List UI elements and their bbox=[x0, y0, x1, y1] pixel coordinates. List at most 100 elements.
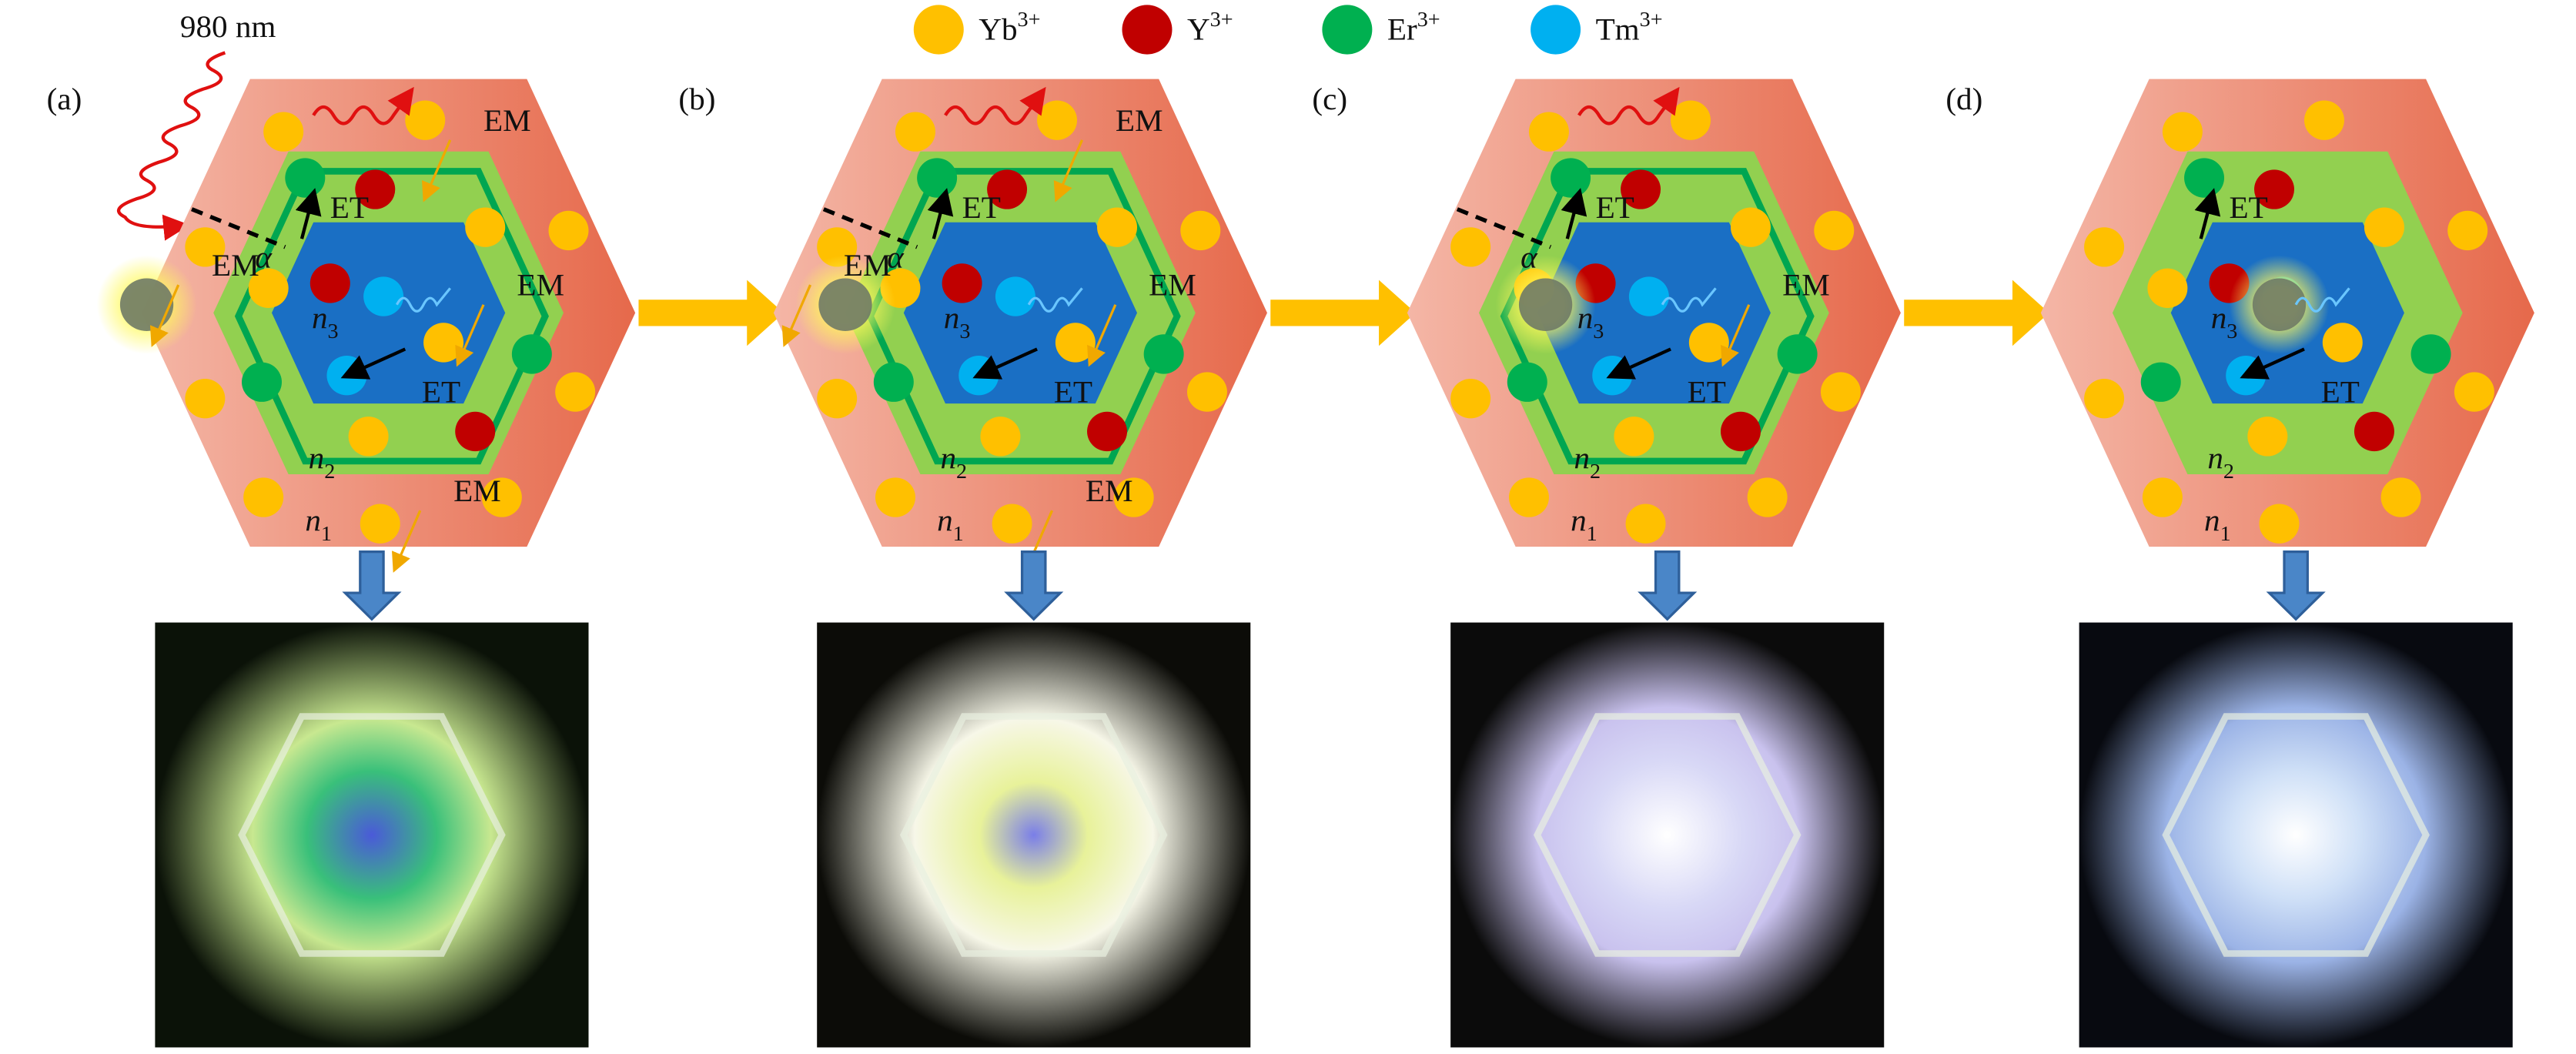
yb-ion bbox=[2084, 227, 2125, 267]
et-arrow bbox=[2194, 188, 2221, 239]
yb-ion bbox=[1625, 504, 1666, 544]
layer-label-base: n bbox=[1574, 440, 1590, 475]
er-ion bbox=[285, 158, 326, 198]
legend-label: Er3+ bbox=[1387, 8, 1440, 47]
core-wave bbox=[2294, 287, 2350, 313]
panel-label: (b) bbox=[678, 82, 715, 116]
layer-label: n2 bbox=[2207, 440, 2234, 483]
yb-ion bbox=[1186, 372, 1227, 412]
incidence-line bbox=[1456, 207, 1552, 249]
legend-label: Yb3+ bbox=[979, 8, 1040, 47]
em-label: EM bbox=[483, 103, 531, 138]
yb-ion bbox=[1055, 323, 1096, 363]
excitation-label: 980 nm bbox=[180, 9, 276, 44]
layer-label: n1 bbox=[2204, 504, 2231, 546]
yb-ion bbox=[248, 268, 289, 309]
layer-label-base: n bbox=[2211, 301, 2227, 336]
down-arrow bbox=[1004, 550, 1064, 621]
et-arrow bbox=[972, 347, 1038, 380]
photo bbox=[2079, 622, 2513, 1048]
core-wave bbox=[1661, 287, 1717, 313]
panel: (c) ET ET EM α bbox=[1312, 79, 1901, 1048]
yb-ion bbox=[2322, 323, 2363, 363]
yb-ion bbox=[1450, 378, 1491, 419]
layer-label: n2 bbox=[1574, 440, 1601, 483]
yb-ion bbox=[817, 378, 858, 419]
yb-ion bbox=[185, 227, 226, 267]
yb-ion bbox=[1614, 417, 1654, 457]
layer-label: n1 bbox=[305, 504, 332, 546]
et-label: ET bbox=[2321, 375, 2360, 410]
et-arrow bbox=[2240, 347, 2305, 380]
et-label: ET bbox=[422, 375, 460, 410]
incidence-line bbox=[191, 207, 286, 249]
em-label: EM bbox=[1782, 268, 1830, 303]
yb-ion bbox=[263, 112, 304, 152]
yb-ion bbox=[1814, 210, 1855, 251]
layer-label-base: n bbox=[944, 301, 960, 336]
er-ion bbox=[2140, 362, 2181, 402]
layer-label-index: 1 bbox=[321, 522, 332, 546]
yb-ion bbox=[2303, 100, 2344, 140]
layer-label: n3 bbox=[944, 301, 971, 343]
legend-swatch bbox=[1531, 5, 1581, 55]
yb-ion bbox=[2364, 207, 2404, 247]
layer-label-base: n bbox=[305, 504, 321, 538]
em-arrow bbox=[1053, 139, 1084, 202]
legend-label-base: Y bbox=[1187, 12, 1210, 47]
legend-label-charge: 3+ bbox=[1210, 8, 1233, 32]
layer-label: n3 bbox=[312, 301, 339, 343]
er-ion bbox=[2184, 158, 2225, 198]
alpha-label: α bbox=[1521, 240, 1538, 275]
layer-label-index: 3 bbox=[959, 320, 970, 343]
er-ion bbox=[917, 158, 958, 198]
down-arrow bbox=[342, 550, 402, 621]
panel-label: (a) bbox=[47, 82, 82, 116]
alpha-label: α bbox=[887, 240, 905, 275]
yb-ion bbox=[2454, 372, 2494, 412]
legend-swatch bbox=[1322, 5, 1373, 55]
yb-ion bbox=[348, 417, 389, 457]
layer-label-index: 1 bbox=[2220, 522, 2231, 546]
layer-label-index: 1 bbox=[953, 522, 964, 546]
layer-label-base: n bbox=[312, 301, 328, 336]
photo-crystal bbox=[238, 713, 506, 957]
core-ion bbox=[309, 263, 350, 303]
particle bbox=[119, 278, 174, 331]
photo bbox=[817, 622, 1251, 1048]
er-ion bbox=[873, 362, 914, 402]
yb-ion bbox=[1450, 227, 1491, 267]
em-arrow bbox=[392, 510, 422, 573]
legend-label-charge: 3+ bbox=[1018, 8, 1041, 32]
legend-label: Y3+ bbox=[1187, 8, 1233, 47]
excitation-wave bbox=[116, 51, 226, 241]
yb-ion bbox=[360, 504, 400, 544]
yb-ion bbox=[2084, 378, 2125, 419]
yb-ion bbox=[481, 477, 522, 517]
yb-ion bbox=[1730, 207, 1771, 247]
y-ion bbox=[987, 169, 1028, 209]
yb-ion bbox=[1113, 477, 1154, 517]
em-arrow bbox=[1087, 304, 1117, 367]
yb-ion bbox=[1180, 210, 1221, 251]
yb-ion bbox=[1508, 477, 1549, 517]
next-arrow bbox=[1270, 279, 1416, 346]
yb-ion bbox=[1671, 100, 1711, 140]
yb-ion bbox=[1097, 207, 1138, 247]
et-arrow bbox=[295, 188, 322, 239]
yb-ion bbox=[2247, 417, 2288, 457]
photo bbox=[1450, 622, 1885, 1048]
yb-ion bbox=[2162, 112, 2203, 152]
core-ion bbox=[363, 276, 404, 316]
layer-label-index: 1 bbox=[1587, 522, 1597, 546]
incidence-line bbox=[822, 207, 918, 249]
layer-label-base: n bbox=[1571, 504, 1587, 538]
et-label: ET bbox=[962, 190, 1001, 225]
er-ion bbox=[1507, 362, 1547, 402]
yb-ion bbox=[548, 210, 589, 251]
y-ion bbox=[1720, 411, 1761, 452]
down-arrow bbox=[2266, 550, 2326, 621]
yb-ion bbox=[2142, 477, 2183, 517]
